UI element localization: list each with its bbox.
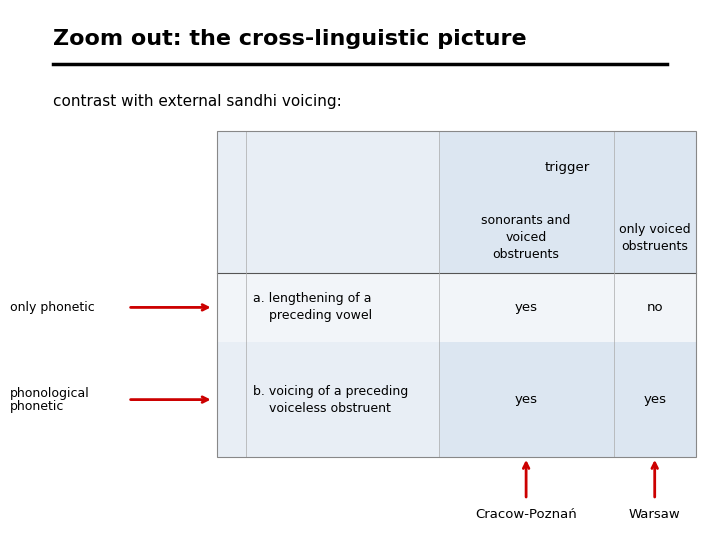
Bar xyxy=(438,131,696,203)
Bar xyxy=(217,131,696,457)
Text: phonetic: phonetic xyxy=(10,400,64,413)
Text: phonological: phonological xyxy=(10,387,90,400)
Text: yes: yes xyxy=(515,393,538,406)
Text: no: no xyxy=(647,301,663,314)
Text: Zoom out: the cross-linguistic picture: Zoom out: the cross-linguistic picture xyxy=(53,30,526,50)
Text: Warsaw: Warsaw xyxy=(629,508,680,521)
Bar xyxy=(217,131,438,203)
Bar xyxy=(438,342,696,457)
Text: Cracow-Poznań: Cracow-Poznań xyxy=(475,508,577,521)
Text: yes: yes xyxy=(515,301,538,314)
Text: sonorants and
voiced
obstruents: sonorants and voiced obstruents xyxy=(482,214,571,261)
Text: only phonetic: only phonetic xyxy=(10,301,94,314)
Text: yes: yes xyxy=(643,393,666,406)
Bar xyxy=(438,273,696,342)
Text: trigger: trigger xyxy=(544,160,590,174)
Bar xyxy=(217,273,438,342)
Bar xyxy=(438,203,696,273)
Text: contrast with external sandhi voicing:: contrast with external sandhi voicing: xyxy=(53,93,341,109)
Text: only voiced
obstruents: only voiced obstruents xyxy=(619,223,690,253)
Bar xyxy=(217,203,438,273)
Text: b. voicing of a preceding
    voiceless obstruent: b. voicing of a preceding voiceless obst… xyxy=(253,384,408,415)
Bar xyxy=(217,342,438,457)
Text: a. lengthening of a
    preceding vowel: a. lengthening of a preceding vowel xyxy=(253,293,372,322)
